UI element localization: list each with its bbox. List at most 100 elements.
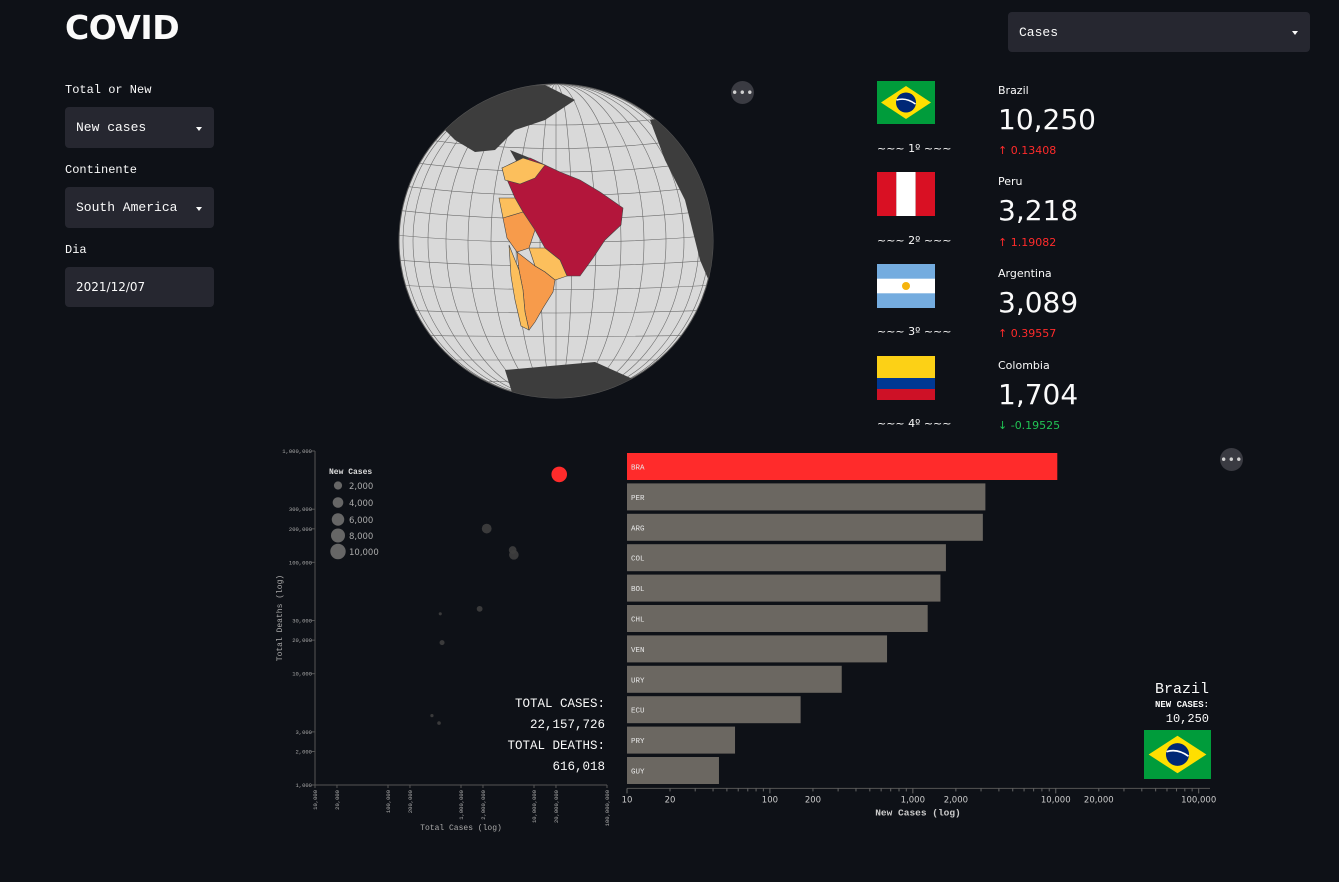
scatter-x-tick-label: 100,000,000 bbox=[604, 790, 611, 826]
rank-label: ~~~ 2º ~~~ bbox=[877, 234, 952, 247]
continent-value: South America bbox=[76, 200, 178, 215]
bar bbox=[627, 513, 983, 541]
bar bbox=[627, 574, 941, 602]
scatter-x-tick-label: 100,000 bbox=[385, 790, 392, 813]
country-name: Argentina bbox=[998, 267, 1052, 280]
scatter-legend-label: 2,000 bbox=[349, 482, 373, 492]
scatter-y-tick-label: 10,000 bbox=[292, 671, 312, 678]
bar bbox=[627, 605, 928, 632]
delta-value: -0.19525 bbox=[1010, 419, 1061, 432]
page-title: COVID bbox=[65, 8, 180, 47]
flag-colombia-icon bbox=[877, 356, 935, 400]
region-chile bbox=[508, 244, 530, 331]
total-or-new-label: Total or New bbox=[65, 83, 152, 97]
metric-select[interactable]: Cases bbox=[1008, 12, 1310, 52]
scatter-legend-marker bbox=[330, 543, 346, 560]
globe-menu-button[interactable]: ••• bbox=[731, 81, 754, 104]
new-cases-value: 10,250 bbox=[1165, 712, 1209, 726]
chevron-down-icon bbox=[1292, 31, 1298, 35]
total-or-new-value: New cases bbox=[76, 120, 147, 135]
globe-map[interactable] bbox=[395, 80, 720, 400]
rank-label: ~~~ 1º ~~~ bbox=[877, 142, 952, 155]
bar-highlight bbox=[627, 453, 1058, 480]
day-value: 2021/12/07 bbox=[76, 280, 146, 294]
flag-peru-icon bbox=[877, 172, 935, 216]
country-name: Brazil bbox=[998, 84, 1029, 97]
metric-value: 1,704 bbox=[998, 378, 1079, 411]
total-cases-value: 22,157,726 bbox=[529, 718, 605, 732]
scatter-y-tick-label: 200,000 bbox=[289, 526, 312, 533]
day-input[interactable]: 2021/12/07 bbox=[65, 267, 214, 307]
flag-brazil-icon bbox=[1144, 730, 1211, 779]
scatter-y-tick-label: 2,000 bbox=[295, 748, 312, 755]
scatter-legend-label: 8,000 bbox=[349, 532, 373, 542]
bar-category-label: PER bbox=[631, 495, 645, 503]
delta-value: 0.13408 bbox=[1010, 144, 1057, 157]
scatter-point bbox=[508, 546, 517, 554]
scatter-x-axis-label: Total Cases (log) bbox=[420, 824, 502, 833]
scatter-y-tick-label: 20,000 bbox=[292, 637, 312, 644]
scatter-legend-label: 10,000 bbox=[349, 548, 379, 558]
bar-x-tick-label: 100,000 bbox=[1181, 795, 1216, 805]
scatter-legend-marker bbox=[333, 481, 343, 490]
scatter-y-tick-label: 30,000 bbox=[292, 618, 312, 625]
chart-menu-button[interactable]: ••• bbox=[1220, 448, 1243, 471]
bar-x-tick-label: 20,000 bbox=[1084, 795, 1114, 805]
bar-category-label: URY bbox=[631, 677, 645, 685]
chevron-down-icon bbox=[196, 126, 202, 131]
metric-value: 3,218 bbox=[998, 194, 1079, 227]
metric-delta: ↓ -0.19525 bbox=[998, 419, 1060, 432]
scatter-legend-marker bbox=[332, 497, 344, 508]
totals-summary: TOTAL CASES: 22,157,726 TOTAL DEATHS: 61… bbox=[507, 694, 605, 778]
scatter-point-highlight bbox=[551, 466, 568, 483]
bar-category-label: CHL bbox=[631, 617, 645, 625]
chevron-down-icon bbox=[196, 206, 202, 211]
metric-select-value: Cases bbox=[1019, 24, 1059, 40]
delta-value: 0.39557 bbox=[1010, 327, 1057, 340]
bar bbox=[627, 757, 719, 784]
scatter-x-tick-label: 10,000 bbox=[312, 790, 319, 810]
metric-delta: ↑ 1.19082 bbox=[998, 236, 1056, 249]
rank-label: ~~~ 4º ~~~ bbox=[877, 417, 952, 430]
scatter-y-tick-label: 3,000 bbox=[295, 729, 312, 736]
more-horizontal-icon: ••• bbox=[1220, 452, 1243, 467]
metric-delta: ↑ 0.13408 bbox=[998, 144, 1056, 157]
arrow-up-icon: ↑ bbox=[998, 144, 1011, 157]
bar-x-tick-label: 10 bbox=[622, 795, 633, 805]
bar-category-label: VEN bbox=[631, 647, 645, 655]
total-cases-label: TOTAL CASES: bbox=[514, 697, 605, 711]
scatter-x-tick-label: 2,000,000 bbox=[480, 790, 487, 820]
metric-value: 3,089 bbox=[998, 286, 1079, 319]
total-or-new-select[interactable]: New cases bbox=[65, 107, 214, 148]
scatter-legend-label: 6,000 bbox=[349, 516, 373, 526]
flag-argentina-icon bbox=[877, 264, 935, 308]
rank-label: ~~~ 3º ~~~ bbox=[877, 325, 952, 338]
bar-category-label: BRA bbox=[631, 465, 645, 473]
scatter-x-tick-label: 10,000,000 bbox=[531, 790, 538, 823]
bar bbox=[627, 635, 888, 663]
bar bbox=[627, 544, 946, 572]
arrow-up-icon: ↑ bbox=[998, 236, 1011, 249]
country-name: Peru bbox=[998, 175, 1023, 188]
scatter-legend-label: 4,000 bbox=[349, 499, 373, 509]
bar bbox=[627, 726, 736, 754]
continent-select[interactable]: South America bbox=[65, 187, 214, 228]
selected-country-summary: Brazil NEW CASES: 10,250 bbox=[1155, 681, 1209, 726]
scatter-y-tick-label: 300,000 bbox=[289, 506, 312, 513]
region-colombia-venezuela bbox=[501, 157, 546, 185]
delta-value: 1.19082 bbox=[1010, 236, 1057, 249]
scatter-point bbox=[481, 523, 492, 534]
scatter-x-tick-label: 1,000,000 bbox=[458, 790, 465, 820]
more-horizontal-icon: ••• bbox=[731, 85, 754, 100]
scatter-point bbox=[437, 721, 441, 725]
scatter-point bbox=[430, 714, 434, 718]
scatter-x-tick-label: 20,000,000 bbox=[553, 790, 560, 823]
continent-label: Continente bbox=[65, 163, 138, 177]
bar-x-tick-label: 2,000 bbox=[944, 795, 968, 805]
scatter-point bbox=[438, 612, 442, 616]
bar-category-label: ARG bbox=[631, 525, 645, 533]
scatter-y-axis-label: Total Deaths (log) bbox=[276, 575, 285, 661]
scatter-legend-title: New Cases bbox=[329, 468, 372, 477]
bar-category-label: ECU bbox=[631, 708, 645, 716]
